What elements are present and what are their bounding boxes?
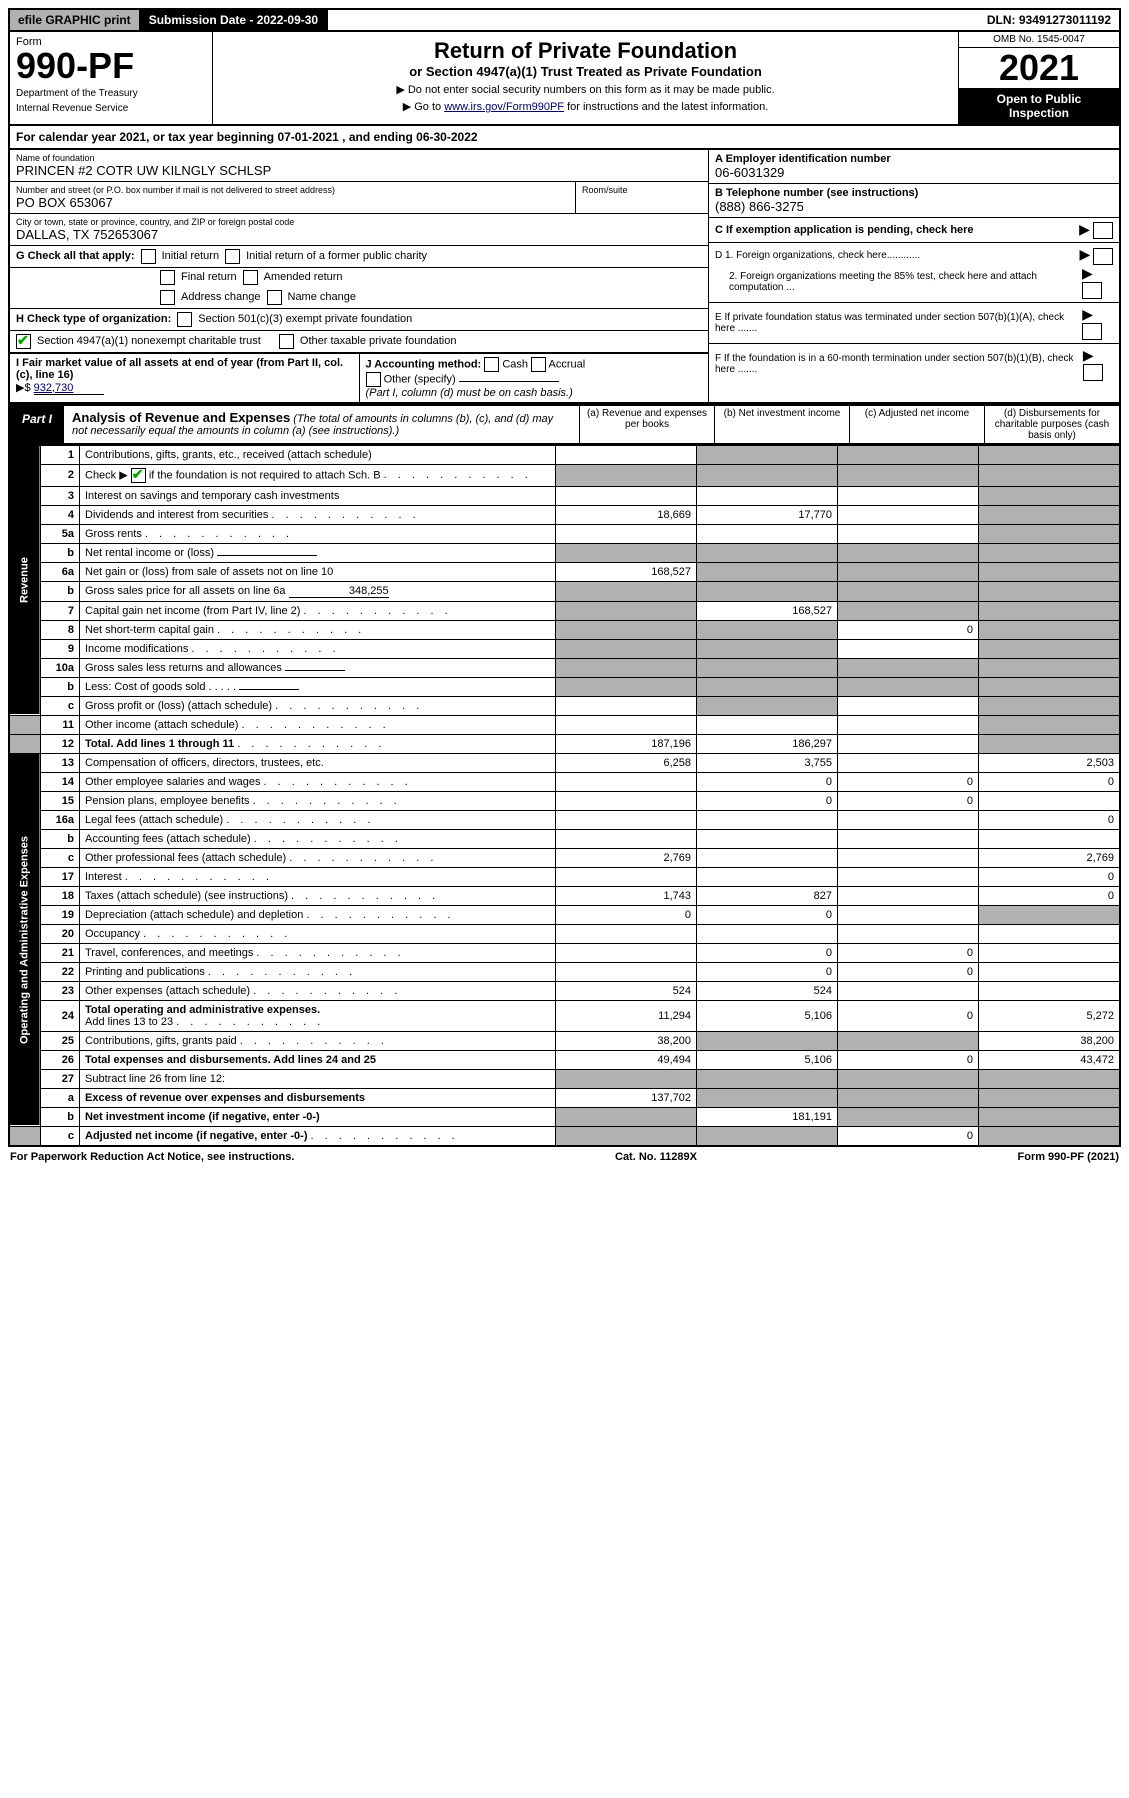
paperwork-notice: For Paperwork Reduction Act Notice, see … xyxy=(10,1151,294,1163)
col-a-header: (a) Revenue and expenses per books xyxy=(579,406,714,443)
j-label: J Accounting method: xyxy=(366,358,482,370)
addr-label: Number and street (or P.O. box number if… xyxy=(16,185,569,195)
col-c-header: (c) Adjusted net income xyxy=(849,406,984,443)
chk-d1[interactable] xyxy=(1093,248,1113,265)
form-note-2: ▶ Go to www.irs.gov/Form990PF for instru… xyxy=(219,100,952,113)
opex-side-label: Operating and Administrative Expenses xyxy=(9,753,41,1126)
col-b-header: (b) Net investment income xyxy=(714,406,849,443)
chk-f[interactable] xyxy=(1083,364,1103,381)
f-label: F If the foundation is in a 60-month ter… xyxy=(715,353,1077,375)
omb-number: OMB No. 1545-0047 xyxy=(959,32,1119,48)
tax-year: 2021 xyxy=(959,48,1119,88)
chk-d2[interactable] xyxy=(1082,282,1102,299)
open-public-2: Inspection xyxy=(961,106,1117,120)
chk-name-change[interactable] xyxy=(267,290,282,305)
submission-date: Submission Date - 2022-09-30 xyxy=(141,10,328,30)
room-label: Room/suite xyxy=(582,185,702,195)
part1-title: Analysis of Revenue and Expenses xyxy=(72,410,290,425)
h-label: H Check type of organization: xyxy=(16,313,171,325)
j-note: (Part I, column (d) must be on cash basi… xyxy=(366,387,573,399)
chk-501c3[interactable] xyxy=(177,312,192,327)
form-ref: Form 990-PF (2021) xyxy=(1018,1151,1119,1163)
chk-cash[interactable] xyxy=(484,357,499,372)
part1-header: Part I Analysis of Revenue and Expenses … xyxy=(8,404,1121,445)
chk-4947a1[interactable] xyxy=(16,334,31,349)
d2-label: 2. Foreign organizations meeting the 85%… xyxy=(729,271,1076,293)
form-header: Form 990-PF Department of the Treasury I… xyxy=(8,32,1121,126)
ein-label: A Employer identification number xyxy=(715,153,891,165)
d1-label: D 1. Foreign organizations, check here..… xyxy=(715,250,920,261)
irs-link[interactable]: www.irs.gov/Form990PF xyxy=(444,101,564,113)
part1-label: Part I xyxy=(10,406,64,443)
city-label: City or town, state or province, country… xyxy=(16,217,702,227)
chk-c[interactable] xyxy=(1093,222,1113,239)
e-label: E If private foundation status was termi… xyxy=(715,312,1076,334)
phone-label: B Telephone number (see instructions) xyxy=(715,187,918,199)
calendar-year-line: For calendar year 2021, or tax year begi… xyxy=(8,126,1121,150)
part1-table: Revenue 1Contributions, gifts, grants, e… xyxy=(8,445,1121,1147)
cat-no: Cat. No. 11289X xyxy=(615,1151,697,1163)
c-label: C If exemption application is pending, c… xyxy=(715,224,974,236)
chk-final-return[interactable] xyxy=(160,270,175,285)
dept-line2: Internal Revenue Service xyxy=(16,103,206,114)
form-subtitle: or Section 4947(a)(1) Trust Treated as P… xyxy=(219,64,952,79)
chk-sch-b[interactable] xyxy=(131,468,146,483)
chk-e[interactable] xyxy=(1082,323,1102,340)
chk-accrual[interactable] xyxy=(531,357,546,372)
form-note-1: ▶ Do not enter social security numbers o… xyxy=(219,83,952,96)
chk-address-change[interactable] xyxy=(160,290,175,305)
entity-info: Name of foundation PRINCEN #2 COTR UW KI… xyxy=(8,150,1121,404)
chk-other-taxable[interactable] xyxy=(279,334,294,349)
chk-other-method[interactable] xyxy=(366,372,381,387)
foundation-name: PRINCEN #2 COTR UW KILNGLY SCHLSP xyxy=(16,163,702,178)
form-number: 990-PF xyxy=(16,48,206,84)
i-label: I Fair market value of all assets at end… xyxy=(16,357,343,381)
open-public-1: Open to Public xyxy=(961,92,1117,106)
name-label: Name of foundation xyxy=(16,153,702,163)
chk-initial-return[interactable] xyxy=(141,249,156,264)
efile-label: efile GRAPHIC print xyxy=(10,10,141,30)
form-title: Return of Private Foundation xyxy=(219,38,952,64)
ein: 06-6031329 xyxy=(715,165,784,180)
page-footer: For Paperwork Reduction Act Notice, see … xyxy=(8,1147,1121,1167)
chk-initial-former[interactable] xyxy=(225,249,240,264)
col-d-header: (d) Disbursements for charitable purpose… xyxy=(984,406,1119,443)
revenue-side-label: Revenue xyxy=(9,445,41,715)
top-bar: efile GRAPHIC print Submission Date - 20… xyxy=(8,8,1121,32)
chk-amended-return[interactable] xyxy=(243,270,258,285)
address: PO BOX 653067 xyxy=(16,195,569,210)
dln: DLN: 93491273011192 xyxy=(979,10,1119,30)
city-state-zip: DALLAS, TX 752653067 xyxy=(16,227,702,242)
dept-line1: Department of the Treasury xyxy=(16,88,206,99)
g-label: G Check all that apply: xyxy=(16,250,135,262)
fmv-value: 932,730 xyxy=(34,382,104,395)
phone: (888) 866-3275 xyxy=(715,199,804,214)
